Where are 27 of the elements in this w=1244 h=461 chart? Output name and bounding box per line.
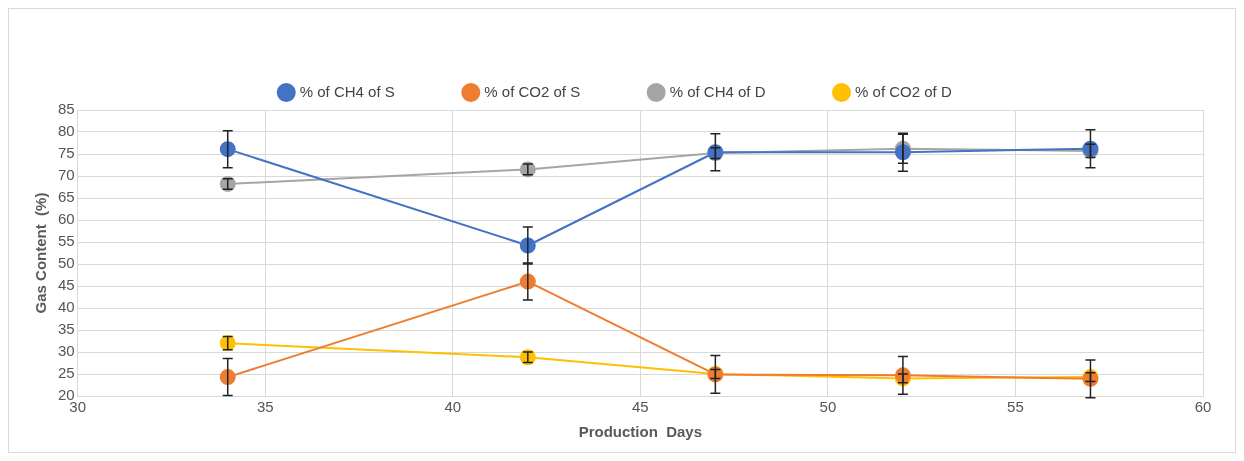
y-axis-title: Gas Content (%) <box>32 192 50 314</box>
x-tick-label: 60 <box>1194 398 1212 416</box>
legend-label: % of CH4 of D <box>669 82 766 100</box>
x-tick-label: 45 <box>632 398 649 416</box>
point <box>219 369 236 386</box>
legend-label: % of CO2 of D <box>855 82 952 100</box>
y-tick-label: 80 <box>58 122 75 140</box>
y-tick-label: 25 <box>58 364 75 382</box>
y-tick-label: 55 <box>58 232 75 250</box>
x-axis-title: Production Days <box>578 423 703 441</box>
point <box>219 141 236 158</box>
y-tick-label: 45 <box>58 276 75 294</box>
y-tick-label: 70 <box>58 166 75 184</box>
y-tick-label: 75 <box>58 144 75 162</box>
x-tick-label: 55 <box>1007 398 1024 416</box>
legend-label: % of CO2 of S <box>484 82 581 100</box>
y-tick-label: 35 <box>58 320 75 338</box>
y-tick-label: 65 <box>58 188 75 206</box>
x-tick-label: 40 <box>444 398 462 416</box>
y-tick-label: 50 <box>58 254 75 272</box>
y-tick-label: 85 <box>58 100 75 118</box>
x-tick-label: 50 <box>819 398 837 416</box>
x-tick-label: 35 <box>256 398 274 416</box>
y-tick-label: 60 <box>58 210 75 228</box>
y-tick-label: 30 <box>58 342 75 360</box>
y-tick-label: 40 <box>58 298 75 316</box>
legend-label: % of CH4 of S <box>299 82 395 100</box>
